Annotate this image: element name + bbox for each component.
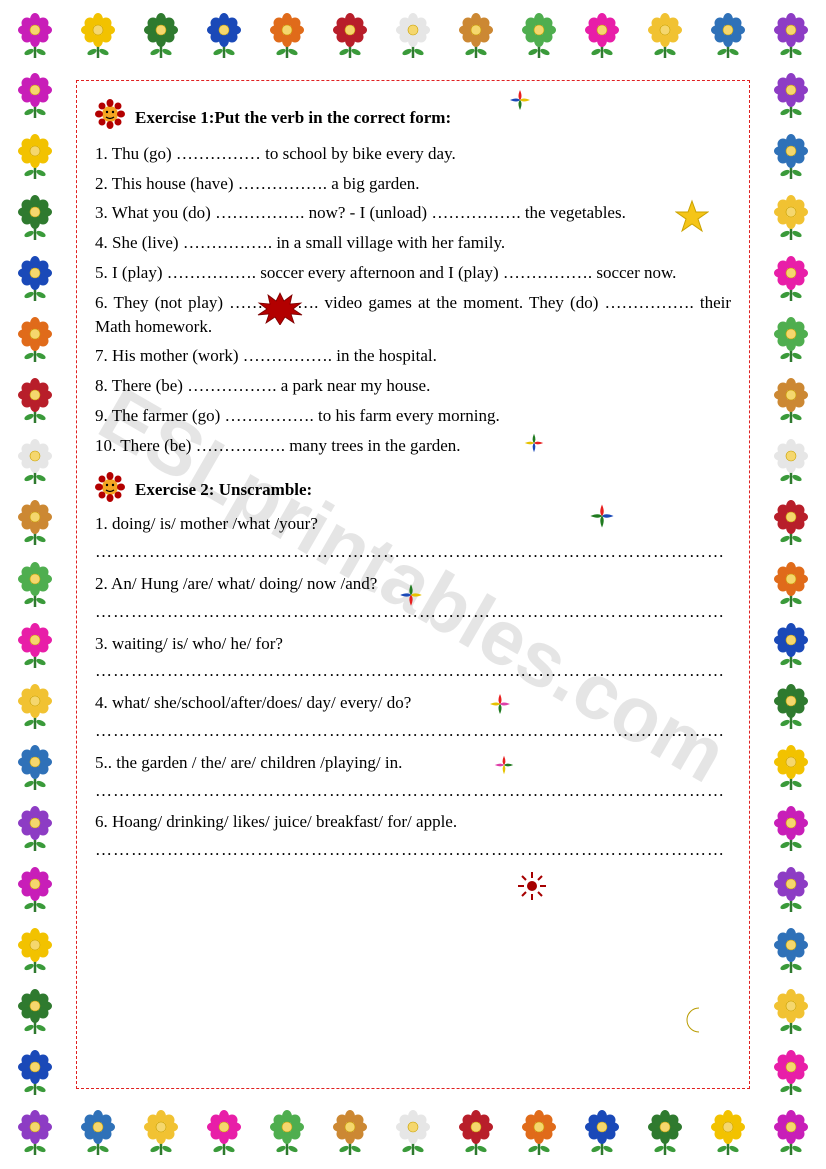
border-flower-icon [14, 12, 56, 60]
border-flower-icon [392, 12, 434, 60]
border-flower-icon [770, 133, 812, 181]
border-flower-icon [455, 1109, 497, 1157]
exercise1-item: 1. Thu (go) …………… to school by bike ever… [95, 142, 731, 166]
border-flower-icon [770, 988, 812, 1036]
border-flower-icon [518, 1109, 560, 1157]
exercise1-item: 8. There (be) ……………. a park near my hous… [95, 374, 731, 398]
border-flower-icon [770, 255, 812, 303]
border-flower-icon [14, 499, 56, 547]
border-flower-icon [14, 744, 56, 792]
exercise2-header: Exercise 2: Unscramble: [95, 472, 731, 509]
exercise2-item: 2. An/ Hung /are/ what/ doing/ now /and? [95, 572, 731, 596]
content-box: Exercise 1:Put the verb in the correct f… [76, 80, 750, 1089]
border-flower-icon [14, 561, 56, 609]
smiley-flower-icon [95, 99, 125, 136]
border-flower-icon [77, 12, 119, 60]
border-flower-icon [329, 12, 371, 60]
border-flower-icon [14, 927, 56, 975]
border-flower-icon [14, 683, 56, 731]
exercise1-item: 10. There (be) ……………. many trees in the … [95, 434, 731, 458]
answer-line: …………………………………………………………………………………………… [95, 719, 731, 743]
exercise1-item: 2. This house (have) ……………. a big garden… [95, 172, 731, 196]
exercise2-title: Exercise 2: Unscramble: [135, 478, 312, 502]
exercise1-item: 3. What you (do) ……………. now? - I (unload… [95, 201, 731, 225]
border-flower-icon [770, 622, 812, 670]
exercise1-item: 9. The farmer (go) ……………. to his farm ev… [95, 404, 731, 428]
border-flower-icon [770, 316, 812, 364]
border-flower-icon [770, 194, 812, 242]
exercise2-item: 3. waiting/ is/ who/ he/ for? [95, 632, 731, 656]
exercise1-item: 4. She (live) ……………. in a small village … [95, 231, 731, 255]
border-flower-icon [14, 1049, 56, 1097]
border-flower-icon [581, 12, 623, 60]
border-flower-icon [770, 561, 812, 609]
exercise2-items: 1. doing/ is/ mother /what /your? …………………… [95, 512, 731, 862]
border-flower-icon [14, 988, 56, 1036]
sun-icon [517, 871, 547, 908]
border-flower-icon [14, 805, 56, 853]
exercise2-item: 1. doing/ is/ mother /what /your? [95, 512, 731, 536]
border-flower-icon [770, 866, 812, 914]
border-flower-icon [644, 1109, 686, 1157]
border-flower-icon [455, 12, 497, 60]
border-flower-icon [14, 133, 56, 181]
border-flower-icon [392, 1109, 434, 1157]
border-flower-icon [140, 1109, 182, 1157]
border-flower-icon [14, 255, 56, 303]
border-flower-icon [770, 927, 812, 975]
answer-line: …………………………………………………………………………………………… [95, 779, 731, 803]
border-flower-icon [770, 744, 812, 792]
border-flower-icon [770, 438, 812, 486]
border-flower-icon [140, 12, 182, 60]
border-flower-icon [644, 12, 686, 60]
border-flower-icon [14, 377, 56, 425]
border-flower-icon [14, 316, 56, 364]
exercise1-items: 1. Thu (go) …………… to school by bike ever… [95, 142, 731, 458]
exercise1-item: 7. His mother (work) ……………. in the hospi… [95, 344, 731, 368]
smiley-flower-icon [95, 472, 125, 509]
border-flower-icon [770, 1109, 812, 1157]
border-flower-icon [770, 1049, 812, 1097]
exercise1-item: 5. I (play) ……………. soccer every afternoo… [95, 261, 731, 285]
border-flower-icon [14, 866, 56, 914]
exercise1-title: Exercise 1:Put the verb in the correct f… [135, 106, 451, 130]
border-flower-icon [203, 1109, 245, 1157]
exercise2-item: 4. what/ she/school/after/does/ day/ eve… [95, 691, 731, 715]
answer-line: …………………………………………………………………………………………… [95, 838, 731, 862]
border-flower-icon [14, 438, 56, 486]
worksheet-page: ESLprintables.com [0, 0, 826, 1169]
moon-icon [679, 1005, 709, 1042]
exercise2-item: 6. Hoang/ drinking/ likes/ juice/ breakf… [95, 810, 731, 834]
border-flower-icon [203, 12, 245, 60]
border-flower-icon [14, 194, 56, 242]
answer-line: …………………………………………………………………………………………… [95, 659, 731, 683]
border-flower-icon [770, 683, 812, 731]
border-flower-icon [770, 805, 812, 853]
border-flower-icon [518, 12, 560, 60]
border-flower-icon [770, 499, 812, 547]
border-flower-icon [266, 1109, 308, 1157]
border-flower-icon [77, 1109, 119, 1157]
border-flower-icon [707, 1109, 749, 1157]
border-flower-icon [770, 12, 812, 60]
border-flower-icon [770, 72, 812, 120]
border-flower-icon [14, 1109, 56, 1157]
answer-line: …………………………………………………………………………………………… [95, 600, 731, 624]
border-flower-icon [266, 12, 308, 60]
border-flower-icon [14, 622, 56, 670]
exercise2-item: 5.. the garden / the/ are/ children /pla… [95, 751, 731, 775]
border-flower-icon [770, 377, 812, 425]
exercise1-item: 6. They (not play) ……………. video games at… [95, 291, 731, 339]
border-flower-icon [707, 12, 749, 60]
border-flower-icon [14, 72, 56, 120]
border-flower-icon [329, 1109, 371, 1157]
exercise1-header: Exercise 1:Put the verb in the correct f… [95, 99, 731, 136]
answer-line: …………………………………………………………………………………………… [95, 540, 731, 564]
border-flower-icon [581, 1109, 623, 1157]
